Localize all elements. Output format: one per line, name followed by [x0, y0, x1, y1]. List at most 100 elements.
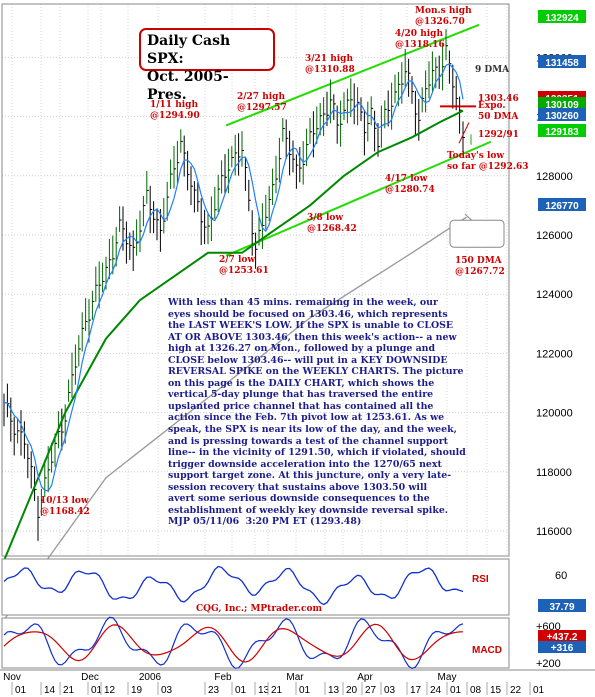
x-tick-label: 01: [15, 685, 27, 696]
x-month-label: 2006: [139, 672, 162, 683]
y-tick-label: 124000: [536, 289, 573, 301]
axis-tag: [538, 55, 586, 68]
annotation-text: 2/27 high: [237, 92, 285, 102]
x-tick-label: 01: [235, 685, 247, 696]
annotation-text: 3/8 low: [307, 213, 343, 223]
macd-value-label: +437.2: [547, 632, 578, 643]
x-tick-label: 20: [346, 685, 358, 696]
channel-upper-line: [225, 23, 480, 127]
x-month-label: Nov: [3, 672, 21, 683]
x-tick-label: 03: [384, 685, 396, 696]
annotation-text: Expo.: [478, 101, 506, 111]
credit-text: CQG, Inc.; MPtrader.com: [196, 604, 322, 614]
macd-line: [3, 616, 464, 670]
x-tick-label: 12: [104, 685, 116, 696]
x-tick-label: 27: [365, 685, 377, 696]
channel-lower-line: [225, 140, 492, 257]
y-tick-label: 118000: [536, 467, 572, 479]
macd-frame: [1, 617, 510, 669]
macd-signal-line: [3, 623, 464, 663]
x-tick-label: 13: [328, 685, 340, 696]
annotation-text: 50 DMA: [478, 112, 519, 122]
overlays: [440, 105, 505, 248]
ma50-line-path: [3, 109, 464, 561]
axis-tag: [538, 97, 586, 110]
axis-tag: [538, 124, 586, 137]
annotation-text: Mon.s high: [415, 6, 472, 16]
macd-tick-label: +200: [536, 658, 561, 670]
annotation-text: @1253.61: [219, 266, 269, 276]
x-tick-label: 01: [450, 685, 462, 696]
x-month-label: May: [438, 672, 457, 683]
x-tick-label: 15: [490, 685, 502, 696]
x-tick-label: 21: [63, 685, 75, 696]
annotation-text: @1268.42: [307, 224, 357, 234]
x-tick-label: 08: [470, 685, 482, 696]
x-month-label: Mar: [286, 672, 304, 683]
x-axis: Nov Dec 2006 Feb Mar Apr May 01 14 21 01 12 19 03 23 01…: [0, 669, 595, 696]
ma9-line: [3, 63, 464, 492]
annotation-text: @1297.57: [237, 103, 287, 113]
x-month-label: Feb: [214, 672, 232, 683]
annotation-text: 2/7 low: [219, 255, 255, 265]
axis-tag: [538, 198, 586, 211]
chart-title-line-1: Daily Cash SPX:: [147, 33, 231, 67]
annotation-text: @1310.88: [305, 65, 355, 75]
rsi-value-tag: [538, 599, 586, 612]
rsi-frame: [1, 558, 510, 616]
y-tick-label: 116000: [536, 526, 572, 538]
right-axis-tags: 1329241314581303511301091302601291831267…: [538, 10, 586, 212]
rsi-panel: 60 RSI 37.79 CQG, Inc.; MPtrader.com: [1, 558, 586, 616]
axis-tag-label: 130109: [545, 100, 579, 111]
commentary-text: With less than 45 mins. remaining in the…: [168, 297, 466, 528]
annotation-text: 1/11 high: [150, 100, 198, 110]
annotation-text: @1280.74: [385, 185, 435, 195]
annotation-text: Today's low: [447, 151, 504, 161]
x-tick-label: 24: [430, 685, 442, 696]
rsi-line: [3, 565, 464, 606]
macd-value-tag: [538, 641, 586, 653]
axis-tag-label: 131458: [545, 58, 579, 69]
axis-tag-label: 129183: [545, 127, 579, 138]
annotation-text: 1292/91: [478, 130, 519, 140]
price-plot-frame: [1, 3, 510, 557]
x-tick-label: 01: [299, 685, 311, 696]
x-tick-label: 21: [271, 685, 283, 696]
annotation-text: 4/17 low: [385, 174, 428, 184]
annotations: Mon.s high@1326.70 4/20 high@1318.16 3/21 …: [40, 6, 529, 517]
annotation-text: @1294.90: [150, 111, 200, 121]
y-tick-label: 128000: [536, 171, 573, 183]
axis-tag-label: 132924: [545, 13, 579, 24]
x-tick-label: 19: [131, 685, 143, 696]
axis-tag: [538, 10, 586, 23]
axis-tag-label: 126770: [545, 201, 579, 212]
x-tick-label: 14: [44, 685, 56, 696]
ma50-line: [3, 109, 464, 561]
x-tick-label: 01: [533, 685, 545, 696]
x-tick-label: 17: [410, 685, 422, 696]
annotation-text: 3/21 high: [305, 54, 353, 64]
grid: [1, 3, 510, 557]
annotation-text: 10/13 low: [40, 496, 89, 506]
macd-value-tag: [538, 630, 586, 642]
axis-tag: [538, 108, 586, 121]
y-tick-label: 126000: [536, 230, 573, 242]
annotation-text: @1168.42: [40, 507, 90, 517]
macd-label: MACD: [472, 645, 502, 656]
today-low-pointer: [458, 122, 470, 144]
macd-value-label: +316: [551, 643, 574, 654]
axis-tag-label: 130260: [545, 111, 579, 122]
x-tick-label: 13: [258, 685, 270, 696]
annotation-text: @1318.16: [395, 40, 445, 50]
y-tick-label: 122000: [536, 348, 573, 360]
x-tick-label: 23: [208, 685, 220, 696]
annotation-text: @1267.72: [455, 267, 505, 277]
annotation-text: 4/20 high: [395, 29, 443, 39]
x-month-label: Dec: [81, 672, 99, 683]
ma150-label-box: [449, 219, 505, 248]
rsi-tick-label: 60: [555, 570, 567, 582]
x-month-label: Apr: [357, 672, 373, 683]
annotation-text: @1326.70: [415, 17, 465, 27]
